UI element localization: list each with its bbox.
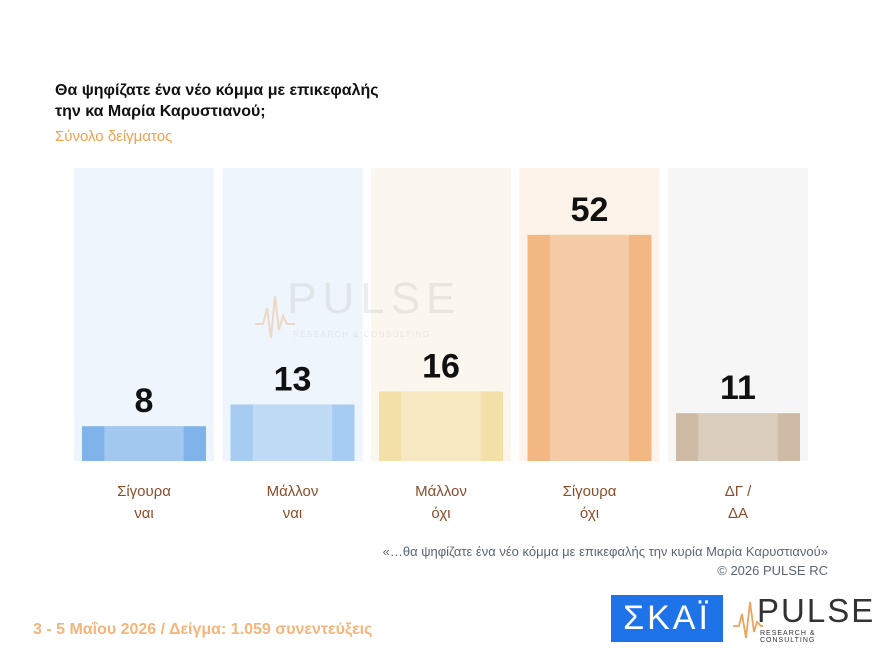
pulse-logo-wave-icon (733, 601, 763, 639)
pulse-logo: PULSE RESEARCH & CONSULTING (733, 592, 873, 644)
bars (82, 234, 800, 461)
bar (379, 391, 503, 461)
bar-highlight (698, 413, 778, 461)
value-label: 52 (571, 191, 609, 229)
survey-footer: 3 - 5 Μαΐου 2026 / Δείγμα: 1.059 συνεντε… (33, 621, 373, 638)
category-label: Μάλλον (267, 483, 319, 500)
bar-highlight (104, 426, 184, 461)
column-background (668, 168, 808, 461)
pulse-logo-word: PULSE (757, 592, 876, 629)
category-label: ναι (134, 505, 154, 522)
category-label: Σίγουρα (117, 483, 171, 500)
category-label: Μάλλον (415, 483, 467, 500)
question-note: «…θα ψηφίζατε ένα νέο κόμμα με επικεφαλή… (383, 542, 828, 580)
chart-subtitle: Σύνολο δείγματος (55, 128, 173, 145)
column-background (74, 168, 214, 461)
question-quote: «…θα ψηφίζατε ένα νέο κόμμα με επικεφαλή… (382, 544, 828, 559)
category-label: όχι (431, 505, 450, 522)
category-labels: Σίγουρα ναι Μάλλον ναι Μάλλον όχι Σίγουρα όχι ΔΓ… (117, 483, 752, 522)
bar-highlight (549, 234, 630, 461)
category-label: ΔΑ (728, 505, 748, 522)
value-label: 13 (274, 360, 312, 398)
chart-title-line2: την κα Μαρία Καρυστιανού; (55, 103, 266, 120)
category-label: όχι (580, 505, 599, 522)
value-label: 16 (422, 347, 460, 385)
bar (82, 426, 206, 461)
value-labels: 8 13 16 52 11 (135, 191, 756, 420)
bar-highlight (252, 404, 333, 461)
chart-title: Θα ψηφίζατε ένα νέο κόμμα με επικεφαλής … (55, 80, 455, 122)
value-label: 8 (135, 382, 154, 420)
skai-logo: ΣΚΑΪ (611, 595, 723, 642)
category-label: ΔΓ / (725, 483, 752, 500)
category-label: Σίγουρα (563, 483, 617, 500)
bar (676, 413, 800, 461)
bar (527, 234, 652, 461)
bar (230, 404, 355, 461)
chart-title-line1: Θα ψηφίζατε ένα νέο κόμμα με επικεφαλής (55, 82, 379, 99)
bar-highlight (401, 391, 481, 461)
copyright-text: © 2026 PULSE RC (717, 563, 828, 578)
value-label: 11 (720, 369, 756, 407)
category-label: ναι (283, 505, 303, 522)
pulse-logo-tagline: RESEARCH & CONSULTING (760, 630, 816, 644)
